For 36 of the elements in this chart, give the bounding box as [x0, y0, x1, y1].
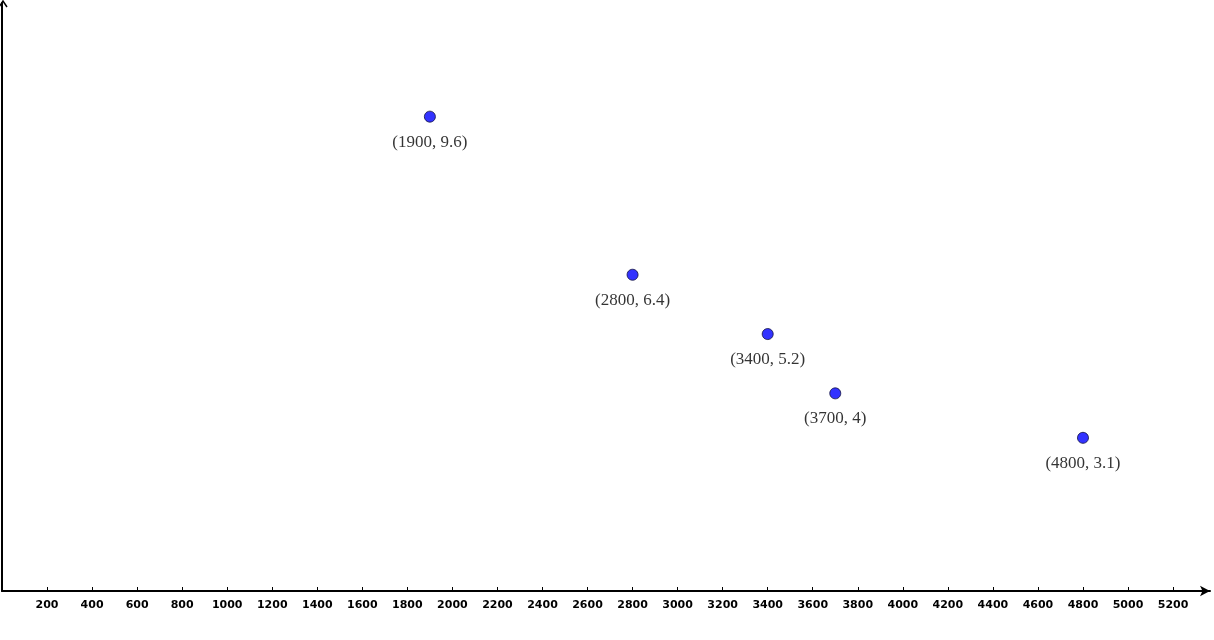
x-tick-label: 3000 — [662, 598, 694, 611]
x-tick-label: 400 — [80, 598, 104, 611]
data-label: (2800, 6.4) — [595, 289, 671, 309]
x-tick-label: 3800 — [842, 598, 874, 611]
x-tick-label: 2000 — [437, 598, 469, 611]
x-tick-label: 5200 — [1157, 598, 1189, 611]
data-label: (1900, 9.6) — [392, 131, 468, 151]
x-tick-label: 4200 — [932, 598, 964, 611]
point — [423, 110, 436, 123]
data-label: (4800, 3.1) — [1045, 452, 1121, 472]
x-tick-label: 4000 — [887, 598, 919, 611]
x-tick-label: 2400 — [527, 598, 559, 611]
point — [626, 268, 639, 281]
x-tick-label: 2600 — [572, 598, 604, 611]
x-tick-label: 1800 — [392, 598, 424, 611]
x-tick-label: 4600 — [1022, 598, 1054, 611]
point — [1077, 431, 1089, 444]
x-tick-label: 200 — [35, 598, 59, 611]
point — [761, 328, 774, 341]
x-tick-label: 3200 — [707, 598, 739, 611]
data-label: (3700, 4) — [804, 408, 867, 428]
point — [829, 387, 842, 400]
x-tick-label: 1200 — [256, 598, 288, 611]
x-tick-label: 3600 — [797, 598, 829, 611]
x-tick-label: 4800 — [1067, 598, 1099, 611]
x-tick-label: 2200 — [482, 598, 514, 611]
x-tick-label: 1000 — [211, 598, 243, 611]
x-tick-label: 5000 — [1112, 598, 1144, 611]
x-tick-label: 1400 — [301, 598, 333, 611]
x-tick-label: 3400 — [752, 598, 784, 611]
x-tick-label: 1600 — [347, 598, 378, 611]
data-label: (3400, 5.2) — [730, 349, 806, 369]
x-tick-label: 600 — [125, 598, 149, 611]
x-tick-label: 2800 — [617, 598, 649, 611]
x-tick-label: 4400 — [977, 598, 1009, 611]
x-tick-label: 800 — [170, 598, 194, 611]
